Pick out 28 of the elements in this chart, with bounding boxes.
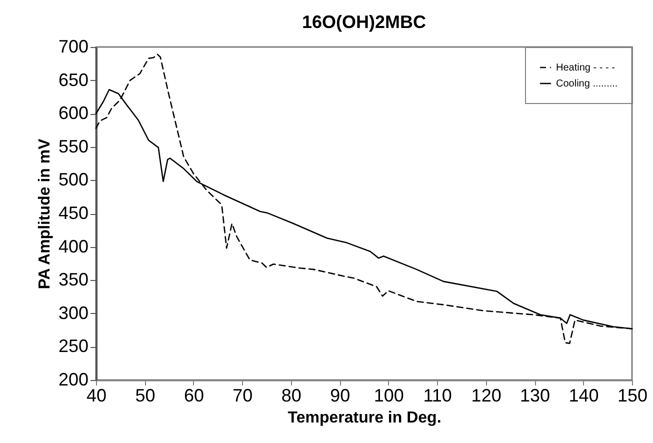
y-tick-label: 600 [58,103,88,124]
x-tick-label: 110 [423,386,452,406]
y-axis-title: PA Amplitude in mV [36,138,54,290]
x-tick-label: 140 [568,386,599,406]
y-tick-label: 400 [58,236,88,256]
y-tick-label: 300 [58,302,88,323]
x-tick-label: 130 [520,386,550,406]
y-tick-label: 550 [58,136,88,156]
y-tick-label: 350 [58,270,88,290]
x-axis-title: Temperature in Deg. [288,410,442,426]
chart-title: 16O(OH)2MBC [302,12,426,32]
x-tick-label: 40 [86,386,107,406]
x-tick-label: 150 [617,386,648,406]
y-tick-label: 450 [58,203,88,223]
y-tick-label: 650 [58,70,88,90]
y-tick-label: 250 [58,336,88,356]
x-tick-label: 60 [184,386,204,406]
x-tick-label: 100 [374,386,404,406]
y-tick-label: 700 [58,36,88,56]
x-tick-label: 120 [471,386,502,406]
y-tick-label: 200 [58,370,88,390]
x-tick-label: 80 [281,386,302,406]
x-tick-label: 90 [330,386,350,406]
legend-label: Cooling ......... [556,78,618,90]
x-tick-label: 50 [135,386,156,406]
y-tick-label: 500 [58,170,88,190]
x-tick-label: 70 [232,386,253,406]
legend-label: Heating - - - - [556,62,615,74]
